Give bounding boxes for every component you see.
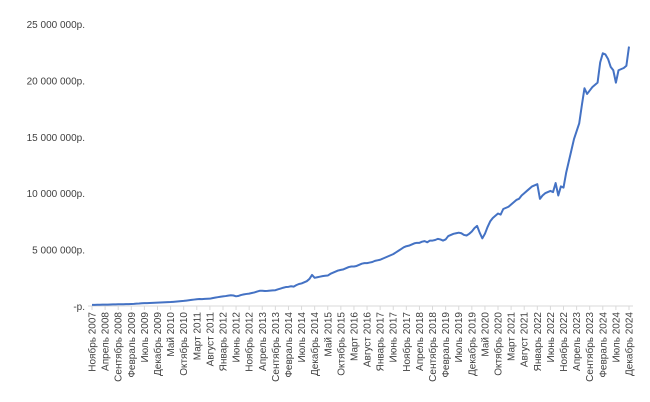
- x-tick-label: Декабрь 2024: [624, 312, 636, 376]
- y-tick-label: 5 000 000р.: [32, 246, 85, 257]
- x-tick-label: Октябрь 2015: [335, 312, 347, 376]
- y-tick-label: 25 000 000р.: [27, 20, 85, 31]
- x-tick-label: Ноябрь 2017: [401, 312, 413, 372]
- x-tick-label: Апрель 2018: [415, 312, 426, 371]
- x-tick-label: Июнь 2017: [389, 312, 400, 363]
- x-tick-label: Июнь 2022: [546, 312, 557, 363]
- y-tick-label: 10 000 000р.: [27, 189, 85, 200]
- x-tick-label: Январь 2022: [533, 312, 544, 372]
- x-tick-label: Май 2015: [323, 312, 334, 357]
- x-tick-label: Май 2010: [166, 312, 177, 357]
- x-tick-label: Февраль 2019: [441, 312, 452, 378]
- x-tick-label: Март 2016: [349, 312, 360, 361]
- x-tick-label: Март 2021: [507, 312, 518, 361]
- x-tick-label: Апрель 2023: [572, 312, 583, 371]
- y-tick-label: 20 000 000р.: [27, 76, 85, 87]
- x-tick-label: Август 2011: [205, 312, 216, 367]
- x-tick-label: Сентябрь 2018: [427, 312, 439, 382]
- x-tick-label: Ноябрь 2022: [558, 312, 570, 372]
- x-tick-label: Август 2016: [363, 312, 374, 368]
- x-tick-label: Сентябрь 2008: [113, 312, 125, 382]
- x-tick-label: Февраль 2024: [598, 312, 609, 378]
- x-tick-label: Август 2021: [520, 312, 531, 368]
- x-tick-label: Июль 2024: [611, 312, 622, 363]
- x-tick-label: Декабрь 2014: [309, 312, 321, 376]
- x-tick-label: Декабрь 2009: [152, 312, 164, 376]
- line: [92, 46, 630, 306]
- x-tick-label: Июль 2014: [297, 312, 308, 363]
- x-tick-label: Январь 2012: [218, 312, 229, 372]
- x-tick-label: Октябрь 2020: [493, 312, 505, 376]
- x-tick-label: Июнь 2012: [232, 312, 243, 363]
- x-tick-label: Октябрь 2010: [178, 312, 190, 376]
- x-tick-label: Январь 2017: [376, 312, 387, 372]
- x-tick-label: Декабрь 2019: [466, 312, 478, 376]
- x-tick-label: Июль 2019: [454, 312, 465, 363]
- x-tick-label: Апрель 2013: [258, 312, 269, 371]
- x-tick-label: Февраль 2009: [127, 312, 138, 378]
- x-tick-label: Ноябрь 2012: [244, 312, 256, 372]
- x-tick-label: Март 2011: [192, 312, 203, 361]
- y-tick-label: -р.: [73, 302, 85, 313]
- x-tick-label: Сентябрь 2013: [270, 312, 282, 382]
- y-tick-label: 15 000 000р.: [27, 133, 85, 144]
- x-tick-label: Ноябрь 2007: [87, 312, 99, 372]
- x-tick-label: Сентябрь 2023: [584, 312, 596, 382]
- x-tick-label: Июль 2009: [140, 312, 151, 363]
- x-tick-label: Май 2020: [480, 312, 491, 357]
- x-tick-label: Февраль 2014: [284, 312, 295, 378]
- x-tick-label: Апрель 2008: [101, 312, 112, 371]
